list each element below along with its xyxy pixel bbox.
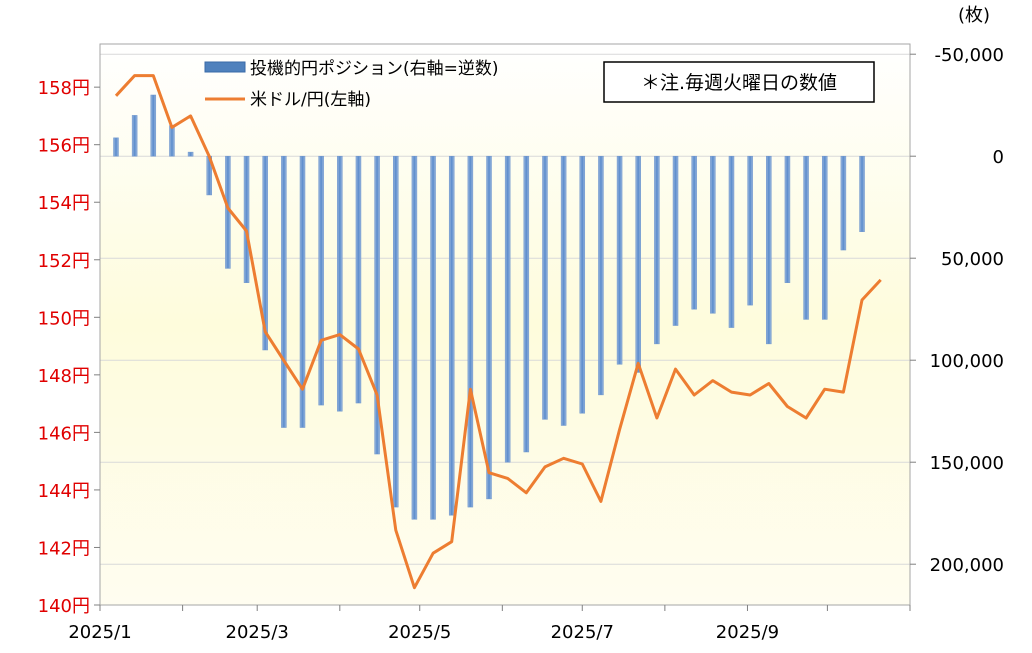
position-bar	[113, 137, 119, 157]
position-bar	[560, 155, 567, 426]
plot-border	[99, 43, 911, 606]
position-bar	[393, 155, 399, 508]
position-bar	[411, 155, 418, 520]
left-tick-label: 156円	[38, 136, 90, 157]
position-bar	[374, 155, 380, 455]
left-axis: 140円 142円 144円 146円 148円 150円 152円 154円 156円 158円	[38, 78, 100, 617]
legend-swatch-positions	[204, 61, 246, 73]
position-bar	[169, 125, 175, 157]
position-bar	[486, 155, 492, 500]
position-bar	[728, 155, 735, 328]
legend-label-usdjpy: 米ドル/円(左軸)	[250, 90, 371, 110]
right-tick-label: 150,000	[930, 453, 1004, 474]
note-frame	[603, 61, 875, 103]
position-bar	[187, 151, 194, 157]
position-bar	[672, 155, 679, 326]
left-tick-label: 148円	[38, 366, 90, 387]
right-tick-label: 50,000	[941, 249, 1004, 270]
left-tick-label: 146円	[38, 423, 90, 444]
right-tick-label: 0	[993, 147, 1004, 168]
note-box: ＊注.毎週火曜日の数値	[603, 61, 875, 103]
position-bar	[710, 155, 716, 314]
position-bar	[337, 155, 343, 412]
right-axis: -50,000 0 50,000 100,000 150,000 200,000	[910, 45, 1004, 576]
legend-label-positions: 投機的円ポジション(右軸=逆数)	[250, 59, 499, 79]
position-bar	[691, 155, 697, 310]
position-bar	[821, 155, 828, 320]
position-bar	[281, 155, 287, 428]
position-bar	[616, 155, 623, 365]
right-tick-label: -50,000	[935, 45, 1004, 66]
position-bar	[467, 155, 474, 508]
x-tick-label: 2025/1	[68, 622, 131, 643]
left-tick-label: 140円	[38, 596, 90, 617]
position-bar	[542, 155, 548, 420]
left-tick-label: 152円	[38, 251, 90, 272]
position-bar	[803, 155, 809, 320]
position-bar	[299, 155, 306, 428]
left-tick-label: 150円	[38, 308, 90, 329]
position-bar	[598, 155, 604, 396]
position-bar	[859, 155, 865, 232]
usdjpy-line	[114, 74, 882, 590]
x-tick-label: 2025/5	[388, 622, 451, 643]
right-tick-label: 100,000	[930, 351, 1004, 372]
position-bar	[131, 115, 138, 157]
right-axis-unit: (枚)	[958, 5, 990, 26]
left-tick-label: 142円	[38, 538, 90, 559]
x-tick-label: 2025/7	[551, 622, 614, 643]
position-bar	[262, 155, 268, 351]
position-bar	[355, 155, 362, 404]
x-tick-label: 2025/3	[226, 622, 289, 643]
position-bar	[448, 155, 455, 516]
position-bar	[635, 155, 641, 373]
position-bar	[430, 155, 436, 520]
position-bar	[747, 155, 753, 306]
position-bars	[113, 94, 865, 520]
position-bar	[150, 94, 157, 157]
left-tick-label: 154円	[38, 193, 90, 214]
position-bar	[504, 155, 511, 463]
position-bar	[243, 155, 250, 283]
position-bar	[784, 155, 791, 283]
position-bar	[579, 155, 586, 414]
left-tick-label: 144円	[38, 481, 90, 502]
right-tick-label: 200,000	[930, 555, 1004, 576]
position-bar	[523, 155, 530, 453]
note-text: ＊注.毎週火曜日の数値	[641, 72, 837, 94]
position-bar	[840, 155, 847, 251]
x-axis: 2025/1 2025/3 2025/5 2025/7 2025/9	[68, 605, 911, 643]
position-bar	[654, 155, 660, 345]
legend: 投機的円ポジション(右軸=逆数) 米ドル/円(左軸)	[204, 59, 499, 110]
left-tick-label: 158円	[38, 78, 90, 99]
position-bar	[318, 155, 324, 406]
position-bar	[766, 155, 772, 345]
x-tick-label: 2025/9	[716, 622, 779, 643]
